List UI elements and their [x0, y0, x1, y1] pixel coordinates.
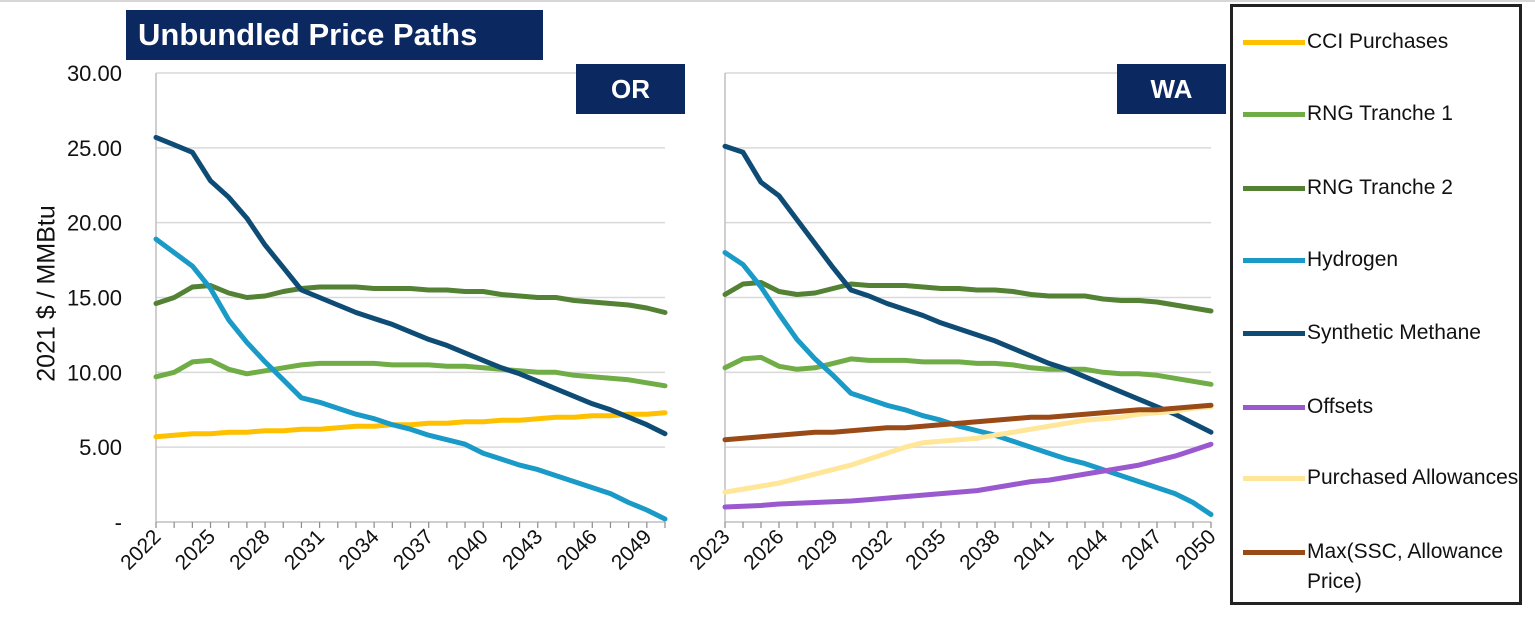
x-tick-label-or: 2037	[389, 525, 438, 574]
legend-label: RNG Tranche 2	[1307, 176, 1453, 199]
x-tick-label-or: 2043	[498, 525, 547, 574]
y-tick-label: 20.00	[67, 211, 122, 236]
legend-swatch	[1243, 331, 1305, 336]
panel-badge-or: OR	[576, 64, 685, 114]
y-tick-label: 15.00	[67, 286, 122, 311]
x-tick-label-wa: 2026	[739, 525, 788, 574]
x-tick-label-or: 2040	[443, 525, 492, 574]
top-divider	[0, 0, 1535, 2]
x-tick-label-or: 2049	[607, 525, 656, 574]
legend-swatch	[1243, 258, 1305, 263]
series-line-synthetic-methane	[153, 134, 668, 437]
series-line-rng-tranche-1	[722, 354, 1214, 387]
legend: CCI Purchases RNG Tranche 1 RNG Tranche 2 H…	[1230, 4, 1522, 605]
x-tick-label-or: 2025	[171, 525, 220, 574]
y-tick-label: 5.00	[79, 435, 122, 460]
legend-label: CCI Purchases	[1307, 30, 1449, 53]
legend-swatch	[1243, 476, 1305, 481]
series-line-hydrogen	[153, 236, 668, 522]
x-tick-label-wa: 2047	[1117, 525, 1166, 574]
legend-label: Synthetic Methane	[1307, 321, 1481, 344]
x-tick-label-wa: 2038	[955, 525, 1004, 574]
panel-badge-wa: WA	[1117, 64, 1226, 114]
series-line-synthetic-methane	[722, 143, 1214, 435]
series-line-rng-tranche-1	[153, 357, 668, 389]
x-tick-label-wa: 2044	[1063, 525, 1113, 575]
legend-label: RNG Tranche 1	[1307, 102, 1453, 125]
legend-label: Hydrogen	[1307, 248, 1399, 271]
series-line-cci-purchases	[153, 410, 668, 440]
series-line-max-ssc-allowance-price	[722, 402, 1214, 443]
x-tick-label-wa: 2029	[793, 525, 842, 574]
series-line-rng-tranche-2	[722, 280, 1214, 314]
series-line-hydrogen	[722, 250, 1214, 517]
series-line-rng-tranche-2	[153, 283, 668, 315]
x-tick-label-or: 2028	[225, 525, 274, 574]
legend-label: Offsets	[1307, 395, 1374, 418]
y-tick-label: 30.00	[67, 61, 122, 86]
legend-swatch	[1243, 405, 1305, 410]
chart-title: Unbundled Price Paths	[126, 10, 543, 60]
legend-label: Purchased Allowances	[1307, 466, 1519, 489]
legend-swatch	[1243, 550, 1305, 555]
x-tick-label-wa: 2041	[1009, 525, 1058, 574]
x-tick-label-wa: 2032	[847, 525, 896, 574]
x-tick-label-or: 2034	[334, 525, 384, 575]
x-tick-label-or: 2046	[553, 525, 602, 574]
legend-swatch	[1243, 40, 1305, 45]
y-tick-label: 10.00	[67, 360, 122, 385]
legend-swatch	[1243, 186, 1305, 191]
series-line-offsets	[722, 441, 1214, 510]
x-tick-label-or: 2031	[280, 525, 329, 574]
y-axis-label: 2021 $ / MMBtu	[32, 205, 61, 382]
y-tick-label: -	[115, 510, 122, 535]
x-tick-label-wa: 2050	[1171, 525, 1220, 574]
x-tick-label-wa: 2023	[685, 525, 734, 574]
legend-swatch	[1243, 112, 1305, 117]
y-tick-label: 25.00	[67, 136, 122, 161]
series-line-purchased-allowances	[722, 404, 1214, 495]
x-tick-label-wa: 2035	[901, 525, 950, 574]
legend-label: Max(SSC, Allowance Price)	[1307, 540, 1504, 593]
x-tick-label-or: 2022	[116, 525, 165, 574]
